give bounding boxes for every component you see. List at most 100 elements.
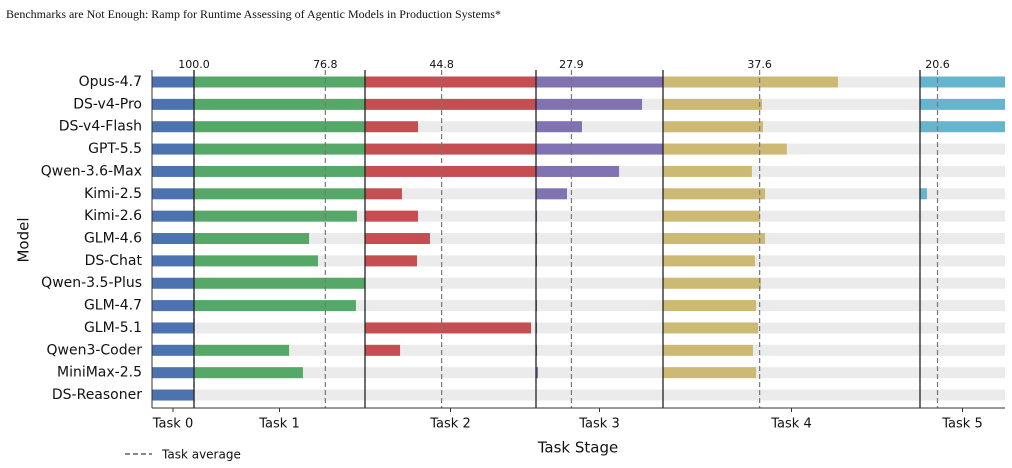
bar xyxy=(152,210,194,222)
bar xyxy=(152,277,194,289)
y-tick-label: Opus-4.7 xyxy=(79,74,142,90)
y-tick-label: GLM-4.7 xyxy=(84,298,142,314)
x-tick-label: Task 1 xyxy=(258,417,299,432)
bar xyxy=(920,98,1005,110)
bar xyxy=(365,210,419,222)
bar xyxy=(663,367,757,379)
bar xyxy=(152,188,194,200)
bar xyxy=(365,76,536,88)
y-tick-label: Qwen-3.5-Plus xyxy=(41,275,142,291)
track xyxy=(152,233,1005,245)
bar xyxy=(365,233,430,245)
bar xyxy=(365,165,536,177)
bar xyxy=(536,121,582,133)
bar xyxy=(663,233,766,245)
bar xyxy=(152,389,194,401)
bar xyxy=(663,165,752,177)
bar xyxy=(194,233,310,245)
bar xyxy=(194,98,365,110)
y-tick-label: Qwen-3.6-Max xyxy=(41,163,142,179)
bar xyxy=(194,367,303,379)
bar xyxy=(194,76,365,88)
bar xyxy=(663,188,766,200)
x-tick-label: Task 4 xyxy=(770,417,811,432)
y-tick-label: DS-Reasoner xyxy=(52,387,142,403)
bar xyxy=(152,165,194,177)
bar xyxy=(152,255,194,267)
bar xyxy=(194,165,365,177)
bar xyxy=(663,344,753,356)
x-tick-label: Task 2 xyxy=(429,417,470,432)
bar xyxy=(152,367,194,379)
bar xyxy=(663,322,759,334)
y-tick-label: GLM-4.6 xyxy=(84,231,142,247)
average-label: 37.6 xyxy=(747,58,772,71)
bar xyxy=(194,300,356,312)
track xyxy=(152,300,1005,312)
bar xyxy=(663,76,839,88)
bar xyxy=(365,322,532,334)
bar xyxy=(152,121,194,133)
bar xyxy=(536,143,663,155)
y-tick-label: GPT-5.5 xyxy=(88,141,142,157)
bar xyxy=(194,344,290,356)
bar xyxy=(920,188,927,200)
average-label: 76.8 xyxy=(313,58,338,71)
track xyxy=(152,322,1005,334)
bar xyxy=(663,143,787,155)
x-axis-title: Task Stage xyxy=(537,439,619,457)
track xyxy=(152,255,1005,267)
bar xyxy=(152,98,194,110)
track xyxy=(152,389,1005,401)
average-label: 44.8 xyxy=(429,58,454,71)
track xyxy=(152,344,1005,356)
bar xyxy=(663,98,762,110)
bar xyxy=(663,255,756,267)
y-tick-label: DS-v4-Pro xyxy=(73,96,142,112)
y-tick-label: DS-Chat xyxy=(85,253,143,269)
bar xyxy=(365,121,419,133)
bar xyxy=(194,277,365,289)
x-tick-label: Task 0 xyxy=(152,417,193,432)
bar xyxy=(152,233,194,245)
x-tick-label: Task 5 xyxy=(941,417,982,432)
legend-label: Task average xyxy=(161,448,241,462)
bar xyxy=(536,98,643,110)
bar xyxy=(365,98,536,110)
bar xyxy=(663,121,763,133)
bar xyxy=(194,255,318,267)
bar xyxy=(920,76,1005,88)
bar xyxy=(365,255,417,267)
y-tick-label: DS-v4-Flash xyxy=(59,119,142,135)
bar xyxy=(365,344,401,356)
average-label: 27.9 xyxy=(559,58,584,71)
bar xyxy=(536,76,663,88)
bar xyxy=(152,76,194,88)
bar xyxy=(663,277,761,289)
bar xyxy=(152,344,194,356)
bar xyxy=(920,121,1005,133)
track xyxy=(152,188,1005,200)
average-label: 20.6 xyxy=(925,58,950,71)
bar xyxy=(194,210,357,222)
bar xyxy=(536,188,567,200)
y-axis-title: Model xyxy=(15,217,33,262)
y-tick-label: Qwen3-Coder xyxy=(46,342,142,358)
track xyxy=(152,277,1005,289)
y-tick-label: MiniMax-2.5 xyxy=(57,365,142,381)
average-label: 100.0 xyxy=(178,58,210,71)
bar xyxy=(152,300,194,312)
bar xyxy=(152,322,194,334)
page-header: Benchmarks are Not Enough: Ramp for Runt… xyxy=(6,7,501,21)
bar xyxy=(663,210,760,222)
bar xyxy=(194,143,365,155)
bar xyxy=(365,143,536,155)
y-tick-label: Kimi-2.5 xyxy=(84,186,142,202)
bar xyxy=(536,165,620,177)
track xyxy=(152,367,1005,379)
bar xyxy=(194,121,365,133)
y-tick-label: GLM-5.1 xyxy=(84,320,142,336)
bar xyxy=(536,367,539,379)
